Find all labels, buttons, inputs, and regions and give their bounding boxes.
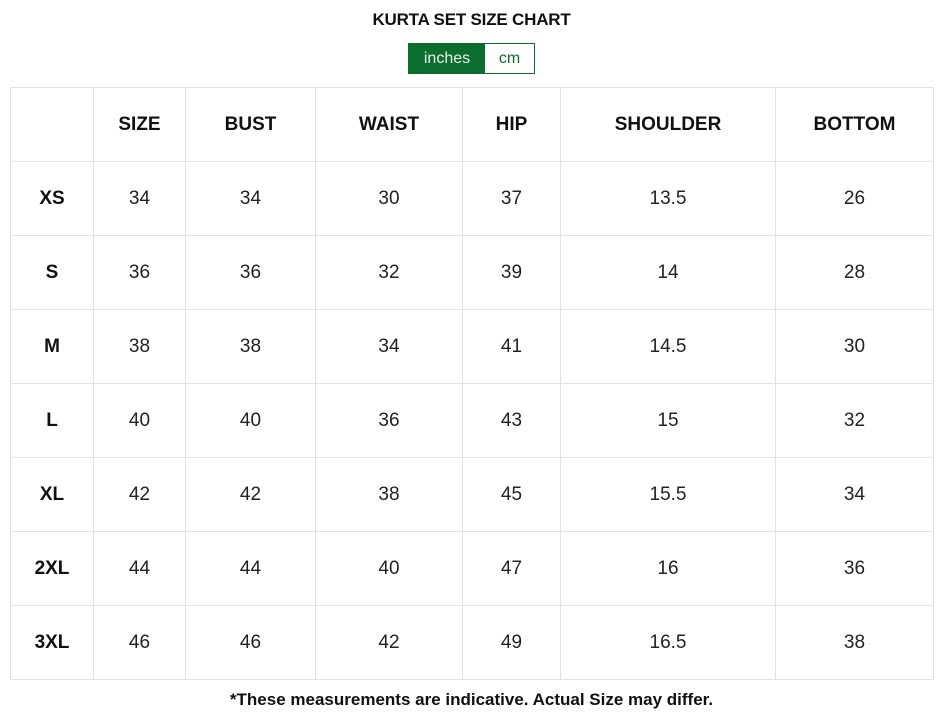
column-header-blank — [10, 87, 94, 162]
table-row: L 40 40 36 43 15 32 — [10, 383, 934, 458]
table-cell: 44 — [93, 531, 186, 606]
table-cell: 42 — [315, 605, 463, 680]
table-cell: 26 — [775, 161, 934, 236]
table-cell: 45 — [462, 457, 561, 532]
column-header-waist: WAIST — [315, 87, 463, 162]
size-label: L — [10, 383, 94, 458]
table-cell: 34 — [185, 161, 316, 236]
table-cell: 36 — [93, 235, 186, 310]
table-cell: 15.5 — [560, 457, 776, 532]
size-label: M — [10, 309, 94, 384]
table-row: 2XL 44 44 40 47 16 36 — [10, 531, 934, 606]
unit-cm-button[interactable]: cm — [485, 44, 534, 73]
table-row: M 38 38 34 41 14.5 30 — [10, 309, 934, 384]
table-cell: 39 — [462, 235, 561, 310]
table-row: XL 42 42 38 45 15.5 34 — [10, 457, 934, 532]
size-label: S — [10, 235, 94, 310]
table-cell: 36 — [315, 383, 463, 458]
table-cell: 14 — [560, 235, 776, 310]
table-row: XS 34 34 30 37 13.5 26 — [10, 161, 934, 236]
table-cell: 28 — [775, 235, 934, 310]
table-cell: 46 — [185, 605, 316, 680]
chart-title: KURTA SET SIZE CHART — [372, 10, 571, 29]
table-row: S 36 36 32 39 14 28 — [10, 235, 934, 310]
table-cell: 47 — [462, 531, 561, 606]
size-label: 2XL — [10, 531, 94, 606]
table-cell: 37 — [462, 161, 561, 236]
table-cell: 38 — [93, 309, 186, 384]
column-header-size: SIZE — [93, 87, 186, 162]
unit-inches-button[interactable]: inches — [409, 44, 485, 73]
table-cell: 32 — [775, 383, 934, 458]
size-table: SIZE BUST WAIST HIP SHOULDER BOTTOM XS 34 34 30 3… — [10, 87, 934, 680]
table-cell: 44 — [185, 531, 316, 606]
table-cell: 30 — [775, 309, 934, 384]
table-cell: 49 — [462, 605, 561, 680]
table-cell: 16 — [560, 531, 776, 606]
size-label: XL — [10, 457, 94, 532]
table-cell: 34 — [93, 161, 186, 236]
table-cell: 14.5 — [560, 309, 776, 384]
table-cell: 43 — [462, 383, 561, 458]
column-header-bust: BUST — [185, 87, 316, 162]
table-cell: 34 — [315, 309, 463, 384]
table-cell: 42 — [185, 457, 316, 532]
table-cell: 41 — [462, 309, 561, 384]
table-cell: 16.5 — [560, 605, 776, 680]
table-cell: 30 — [315, 161, 463, 236]
table-cell: 38 — [775, 605, 934, 680]
table-cell: 40 — [185, 383, 316, 458]
table-cell: 46 — [93, 605, 186, 680]
size-label: 3XL — [10, 605, 94, 680]
table-cell: 40 — [315, 531, 463, 606]
table-row: 3XL 46 46 42 49 16.5 38 — [10, 605, 934, 680]
table-cell: 34 — [775, 457, 934, 532]
disclaimer-note: *These measurements are indicative. Actu… — [229, 690, 714, 709]
table-cell: 42 — [93, 457, 186, 532]
header-row: SIZE BUST WAIST HIP SHOULDER BOTTOM — [10, 87, 934, 162]
unit-toggle: inches cm — [408, 43, 535, 74]
column-header-shoulder: SHOULDER — [560, 87, 776, 162]
table-cell: 36 — [185, 235, 316, 310]
table-cell: 38 — [185, 309, 316, 384]
table-cell: 38 — [315, 457, 463, 532]
column-header-hip: HIP — [462, 87, 561, 162]
table-cell: 32 — [315, 235, 463, 310]
table-cell: 36 — [775, 531, 934, 606]
table-cell: 15 — [560, 383, 776, 458]
table-cell: 13.5 — [560, 161, 776, 236]
column-header-bottom: BOTTOM — [775, 87, 934, 162]
table-cell: 40 — [93, 383, 186, 458]
size-label: XS — [10, 161, 94, 236]
